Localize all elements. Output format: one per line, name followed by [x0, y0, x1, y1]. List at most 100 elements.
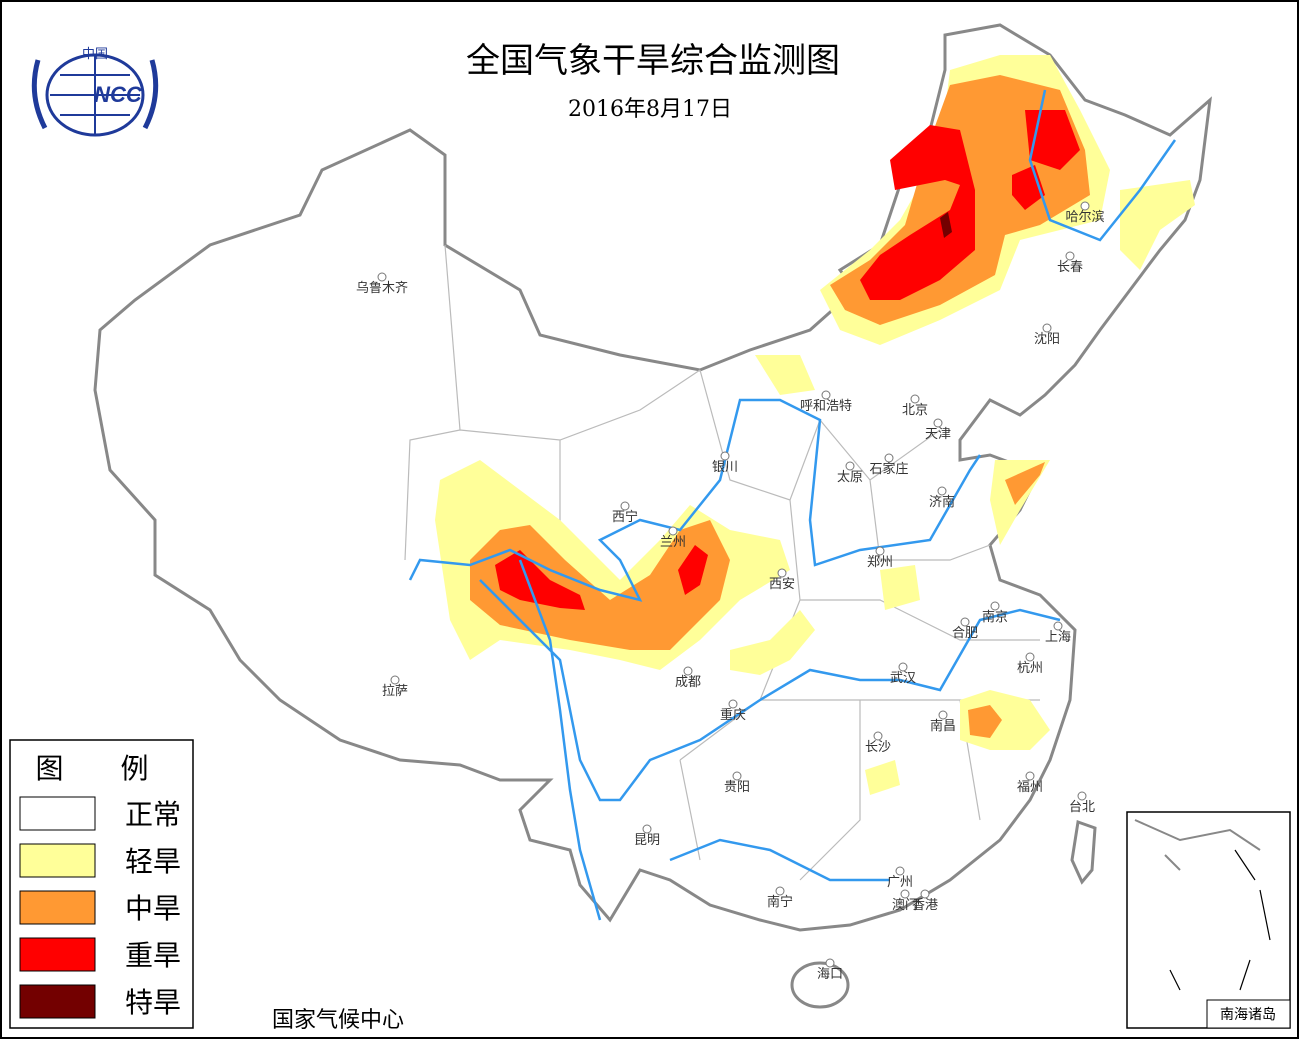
city-label: 哈尔滨	[1065, 209, 1104, 225]
city-marker	[1025, 652, 1035, 662]
city-marker	[1053, 621, 1063, 631]
city-marker	[642, 824, 652, 834]
inset: 南海诸岛	[1126, 811, 1291, 1029]
city-marker	[620, 501, 630, 511]
city-label: 济南	[929, 494, 955, 510]
city-marker	[777, 568, 787, 578]
city-marker	[732, 771, 742, 781]
logo: 中国 NCC	[31, 47, 159, 137]
city-label: 南京	[982, 609, 1008, 625]
city-marker	[668, 526, 678, 536]
city-label: 南宁	[767, 894, 793, 910]
city-marker	[821, 390, 831, 400]
inset-frame	[1126, 811, 1291, 1029]
city-label: 台北	[1069, 800, 1095, 815]
drought-light	[865, 760, 900, 795]
city-marker	[1080, 201, 1090, 211]
city-label: 南昌	[930, 718, 956, 734]
city-marker	[910, 394, 920, 404]
city-label: 长沙	[865, 740, 891, 755]
legend-frame	[9, 739, 194, 1029]
title: 全国气象干旱综合监测图	[466, 41, 840, 81]
city-label: 天津	[925, 427, 951, 442]
logo-grid	[50, 55, 140, 135]
city-marker	[920, 889, 930, 899]
city-marker	[720, 451, 730, 461]
city-marker	[728, 699, 738, 709]
drought-light	[730, 610, 815, 675]
drought-moderate	[470, 520, 730, 650]
taiwan	[1070, 819, 1097, 885]
rivers	[408, 89, 1177, 921]
city-marker	[390, 675, 400, 685]
city-label: 成都	[675, 675, 701, 690]
inset-dashes	[1169, 849, 1271, 991]
city-label: 乌鲁木齐	[356, 280, 408, 296]
city-marker	[825, 958, 835, 968]
city-label: 福州	[1017, 780, 1043, 795]
city-label: 拉萨	[382, 684, 408, 699]
logo-top: 中国	[82, 47, 108, 62]
city-marker	[1065, 251, 1075, 261]
city-label: 沈阳	[1034, 332, 1060, 347]
legend-label: 正常	[125, 798, 181, 831]
city-marker	[990, 601, 1000, 611]
city-label: 澳门	[892, 897, 918, 913]
city-marker	[900, 889, 910, 899]
legend-swatch	[19, 890, 96, 925]
drought-extreme	[940, 212, 952, 238]
drought-severe	[1012, 165, 1045, 210]
drought-severe	[495, 550, 585, 610]
drought-severe	[678, 545, 708, 595]
city-label: 西安	[769, 577, 795, 592]
drought-severe	[860, 125, 975, 300]
city-label: 广州	[887, 875, 913, 890]
city-marker	[898, 662, 908, 672]
city-marker	[1025, 771, 1035, 781]
city-label: 昆明	[634, 833, 660, 848]
inset-label-box	[1206, 999, 1291, 1029]
drought-light	[990, 460, 1050, 545]
city-label: 银川	[712, 460, 738, 475]
city-marker	[377, 272, 387, 282]
legend-swatch	[19, 843, 96, 878]
drought-light	[1120, 180, 1195, 270]
legend-title: 图 例	[36, 752, 173, 785]
drought-light	[880, 565, 920, 610]
city-marker	[884, 453, 894, 463]
drought-moderate	[1005, 462, 1045, 505]
city-marker	[683, 666, 693, 676]
logo-text: NCC	[94, 82, 143, 107]
legend-label: 轻旱	[125, 845, 181, 878]
legend-swatch	[19, 984, 96, 1019]
hainan	[790, 961, 850, 1009]
city-marker	[937, 486, 947, 496]
city-marker	[775, 886, 785, 896]
footer: 国家气候中心	[272, 1008, 404, 1033]
city-label: 太原	[837, 470, 863, 485]
inset-label: 南海诸岛	[1220, 1007, 1276, 1023]
city-marker	[845, 461, 855, 471]
legend-swatch	[19, 796, 96, 831]
city-label: 重庆	[720, 707, 746, 723]
date: 2016年8月17日	[568, 97, 732, 122]
city-marker	[1077, 791, 1087, 801]
city-marker	[875, 546, 885, 556]
city-label: 贵阳	[724, 780, 750, 795]
city-label: 海口	[817, 967, 843, 982]
city-label: 北京	[902, 403, 928, 418]
city-label: 香港	[912, 898, 938, 913]
drought-moderate	[968, 705, 1002, 738]
city-marker	[933, 418, 943, 428]
city-label: 呼和浩特	[800, 399, 852, 414]
city-marker	[938, 710, 948, 720]
city-marker	[873, 731, 883, 741]
legend-swatch	[19, 937, 96, 972]
city-marker	[895, 866, 905, 876]
city-marker	[1042, 323, 1052, 333]
inset-coast	[1134, 819, 1261, 871]
city-label: 兰州	[660, 535, 686, 550]
